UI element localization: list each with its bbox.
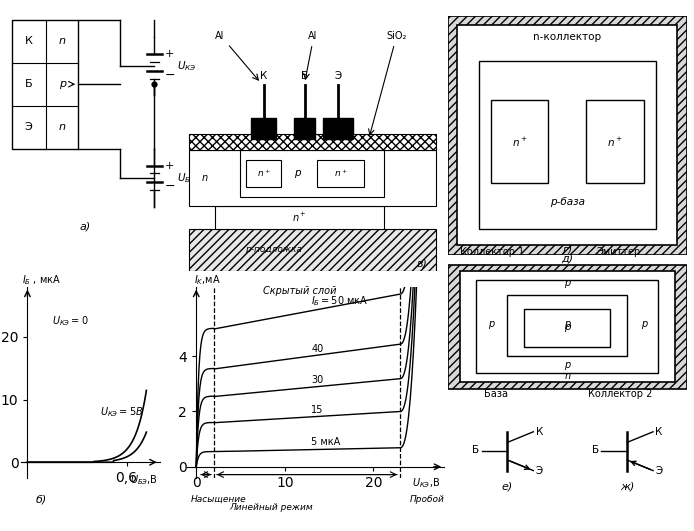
Text: $U_{КЭ}$: $U_{КЭ}$ bbox=[177, 59, 196, 73]
Text: n: n bbox=[59, 36, 66, 46]
Text: p: p bbox=[564, 278, 570, 288]
Bar bbox=[476, 280, 659, 373]
Bar bbox=[479, 62, 656, 229]
Text: $U_{БЭ}$: $U_{БЭ}$ bbox=[177, 171, 196, 185]
Bar bbox=[323, 118, 353, 139]
Bar bbox=[459, 271, 675, 382]
Text: Э: Э bbox=[25, 122, 33, 132]
Text: К: К bbox=[25, 36, 33, 46]
Bar bbox=[251, 118, 276, 139]
Text: д): д) bbox=[561, 253, 573, 263]
Text: n-коллектор: n-коллектор bbox=[533, 32, 602, 42]
Text: −: − bbox=[165, 181, 176, 193]
Text: ж): ж) bbox=[620, 481, 634, 491]
Text: p: p bbox=[641, 319, 647, 329]
Bar bbox=[189, 150, 436, 206]
Bar bbox=[189, 229, 436, 271]
Bar bbox=[317, 160, 364, 187]
Text: $n^+$: $n^+$ bbox=[607, 136, 623, 149]
Text: −: − bbox=[165, 69, 176, 82]
Bar bbox=[12, 20, 78, 149]
Text: SiO₂: SiO₂ bbox=[387, 31, 407, 41]
Bar bbox=[214, 206, 384, 229]
Text: p: p bbox=[59, 79, 66, 89]
Text: б): б) bbox=[35, 495, 47, 505]
Text: База: База bbox=[484, 389, 507, 399]
Text: $U_{КЭ}=0$: $U_{КЭ}=0$ bbox=[52, 314, 89, 328]
Text: Э: Э bbox=[655, 466, 663, 476]
Text: n: n bbox=[564, 371, 570, 381]
Text: Коллектор 1: Коллектор 1 bbox=[459, 247, 524, 257]
Text: p: p bbox=[488, 319, 494, 329]
Text: p: p bbox=[294, 168, 301, 178]
Text: К: К bbox=[655, 427, 663, 437]
Text: $U_{БЭ}$,В: $U_{БЭ}$,В bbox=[130, 474, 158, 487]
Bar bbox=[448, 265, 687, 389]
Text: $I_Б =50$ мкА: $I_Б =50$ мкА bbox=[312, 295, 369, 309]
Bar bbox=[507, 295, 627, 356]
Bar bbox=[240, 150, 384, 196]
Text: Скрытый слой: Скрытый слой bbox=[263, 286, 336, 296]
Text: Э: Э bbox=[536, 466, 543, 476]
Text: Эмиттер: Эмиттер bbox=[596, 247, 641, 257]
Text: Линейный режим: Линейный режим bbox=[229, 503, 312, 512]
Text: р-база: р-база bbox=[550, 198, 585, 207]
Text: г): г) bbox=[562, 244, 573, 254]
Text: Насыщение: Насыщение bbox=[191, 495, 246, 504]
Bar bbox=[491, 100, 548, 183]
Text: а): а) bbox=[79, 221, 91, 231]
Text: p: p bbox=[564, 322, 570, 332]
Text: Пробой: Пробой bbox=[409, 495, 444, 504]
Text: 30: 30 bbox=[312, 375, 323, 385]
Text: е): е) bbox=[502, 481, 513, 491]
Bar bbox=[246, 160, 282, 187]
Text: Б: Б bbox=[592, 445, 599, 455]
Text: 15: 15 bbox=[312, 405, 323, 415]
Text: +: + bbox=[165, 160, 174, 170]
Text: 40: 40 bbox=[312, 344, 323, 354]
Text: Коллектор 2: Коллектор 2 bbox=[588, 389, 652, 399]
Text: р-подложка: р-подложка bbox=[246, 245, 302, 254]
Bar bbox=[189, 134, 436, 150]
Text: $U_{КЭ}=5В$: $U_{КЭ}=5В$ bbox=[100, 405, 144, 419]
Text: К: К bbox=[536, 427, 543, 437]
Text: 5 мкА: 5 мкА bbox=[312, 438, 341, 448]
Text: $I_K$,мА: $I_K$,мА bbox=[194, 273, 220, 287]
Text: $n^+$: $n^+$ bbox=[257, 168, 271, 179]
Text: $U_{КЭ}$,В: $U_{КЭ}$,В bbox=[412, 476, 440, 490]
Text: К: К bbox=[260, 71, 267, 81]
Text: n: n bbox=[201, 173, 208, 183]
Bar bbox=[524, 310, 611, 347]
Text: $n^+$: $n^+$ bbox=[334, 168, 348, 179]
Text: Э: Э bbox=[335, 71, 341, 81]
Text: p: p bbox=[564, 359, 570, 370]
Bar bbox=[586, 100, 644, 183]
Text: $n^+$: $n^+$ bbox=[511, 136, 527, 149]
Text: Б: Б bbox=[473, 445, 480, 455]
Text: +: + bbox=[165, 49, 174, 59]
Text: в): в) bbox=[417, 258, 428, 268]
Text: Б: Б bbox=[301, 71, 308, 81]
Text: Al: Al bbox=[307, 31, 317, 41]
Text: p: p bbox=[564, 319, 570, 329]
Bar bbox=[294, 118, 315, 139]
Text: $n^+$: $n^+$ bbox=[292, 211, 307, 224]
Text: n: n bbox=[59, 122, 66, 132]
Text: $I_Б$ , мкА: $I_Б$ , мкА bbox=[22, 273, 62, 287]
Text: Al: Al bbox=[215, 31, 225, 41]
Text: Б: Б bbox=[25, 79, 33, 89]
